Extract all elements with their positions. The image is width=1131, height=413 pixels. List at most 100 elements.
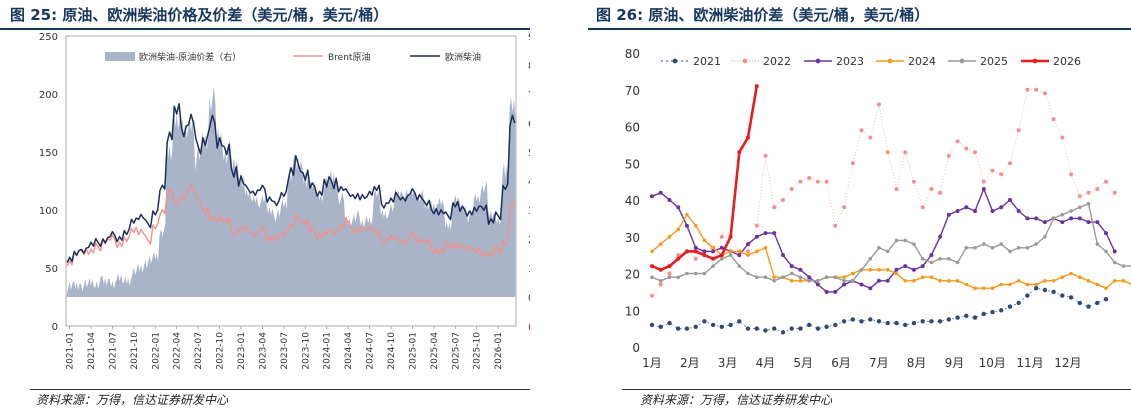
data-point-2022 <box>650 293 654 298</box>
data-point-2025 <box>1104 249 1108 254</box>
data-point-2024 <box>947 279 951 283</box>
data-point-2025 <box>1060 212 1065 217</box>
data-point-2021 <box>990 309 995 315</box>
series-line-2022 <box>651 89 1115 296</box>
data-point-2021 <box>807 322 812 328</box>
data-point-2024 <box>676 227 680 232</box>
data-point-2023 <box>1095 220 1100 225</box>
x-tick-label: 2025-10 <box>473 332 483 370</box>
x-tick-label: 12月 <box>1054 356 1081 370</box>
series-line-2026 <box>651 85 759 272</box>
y-right-tick-label: 60 <box>528 119 530 130</box>
data-point-2024 <box>973 286 977 291</box>
data-point-2023 <box>824 289 829 294</box>
data-point-2026 <box>719 253 724 258</box>
data-point-2022 <box>859 128 864 133</box>
data-point-2021 <box>745 326 751 331</box>
y-right-tick-label: 80 <box>528 61 530 72</box>
data-point-2022 <box>815 179 820 184</box>
data-point-2025 <box>1008 249 1012 254</box>
y-right-tick-label: 0 <box>528 293 530 304</box>
data-point-2023 <box>746 242 750 247</box>
right-title-rule <box>588 28 1131 30</box>
data-point-2025 <box>807 279 811 283</box>
data-point-2025 <box>1043 235 1047 239</box>
data-point-2022 <box>667 271 672 276</box>
x-tick-label: 2025-01 <box>408 332 418 370</box>
legend-swatch-spread <box>105 52 135 61</box>
data-point-2022 <box>1069 172 1074 177</box>
data-point-2023 <box>676 205 681 210</box>
data-point-2025 <box>955 260 960 265</box>
data-point-2021 <box>850 317 855 322</box>
data-point-2025 <box>842 279 846 283</box>
legend-label-2026: 2026 <box>1053 55 1081 68</box>
data-point-2021 <box>1060 293 1065 298</box>
legend-label-2022: 2022 <box>763 55 791 68</box>
data-point-2024 <box>1095 282 1100 287</box>
x-tick-label: 9月 <box>945 356 965 370</box>
x-tick-label: 2021-10 <box>130 332 140 370</box>
data-point-2024 <box>1121 279 1126 283</box>
data-point-2022 <box>1051 117 1056 122</box>
data-point-2026 <box>746 135 750 140</box>
data-point-2022 <box>981 179 986 184</box>
data-point-2025 <box>763 275 768 279</box>
data-point-2021 <box>911 320 917 326</box>
series-line-2023 <box>651 188 1116 293</box>
data-point-2022 <box>719 234 724 239</box>
data-point-2022 <box>658 282 663 287</box>
data-point-2026 <box>650 264 654 269</box>
data-point-2022 <box>1034 87 1039 92</box>
data-point-2021 <box>798 326 803 331</box>
data-point-2022 <box>676 253 681 258</box>
series-line-2025 <box>651 202 1131 282</box>
data-point-2025 <box>903 238 907 243</box>
legend-marker-2024 <box>887 58 893 64</box>
data-point-2022 <box>894 187 899 191</box>
y-tick-label: 50 <box>625 157 640 171</box>
y-left-tick-label: 150 <box>39 148 58 159</box>
y-left-tick-label: 50 <box>45 264 58 275</box>
data-point-2021 <box>676 326 681 331</box>
right-source-note: 资料来源：万得，信达证券研发中心 <box>640 393 833 407</box>
data-point-2023 <box>658 190 663 195</box>
data-point-2025 <box>824 275 829 279</box>
data-point-2024 <box>798 279 803 283</box>
data-point-2026 <box>684 249 689 254</box>
data-point-2024 <box>982 286 986 291</box>
data-point-2022 <box>1104 179 1108 184</box>
data-point-2025 <box>1121 264 1126 268</box>
data-point-2024 <box>842 275 846 279</box>
legend-marker-2026 <box>1032 58 1038 64</box>
data-point-2024 <box>990 286 995 291</box>
data-point-2021 <box>728 322 733 328</box>
data-point-2024 <box>1078 275 1082 279</box>
data-point-2023 <box>973 209 977 213</box>
data-point-2024 <box>1008 282 1012 287</box>
data-point-2021 <box>937 319 943 324</box>
legend-label-spread: 欧洲柴油-原油价差（右） <box>139 51 241 63</box>
data-point-2023 <box>650 194 654 199</box>
data-point-2021 <box>946 317 951 322</box>
data-point-2025 <box>894 238 899 243</box>
data-point-2025 <box>816 279 820 283</box>
data-point-2025 <box>728 253 733 257</box>
data-point-2025 <box>1025 246 1030 250</box>
data-point-2023 <box>737 253 742 258</box>
data-point-2025 <box>1016 246 1021 250</box>
data-point-2023 <box>833 289 838 294</box>
data-point-2023 <box>1042 220 1047 225</box>
data-point-2023 <box>868 286 873 291</box>
data-point-2024 <box>964 282 969 287</box>
data-point-2023 <box>1025 216 1030 221</box>
data-point-2026 <box>658 267 663 272</box>
data-point-2026 <box>754 84 759 89</box>
data-point-2024 <box>763 246 768 250</box>
data-point-2021 <box>649 322 655 328</box>
data-point-2022 <box>789 187 794 191</box>
data-point-2023 <box>693 245 698 250</box>
data-point-2021 <box>929 319 934 324</box>
data-point-2025 <box>947 257 951 261</box>
data-point-2025 <box>833 275 838 279</box>
